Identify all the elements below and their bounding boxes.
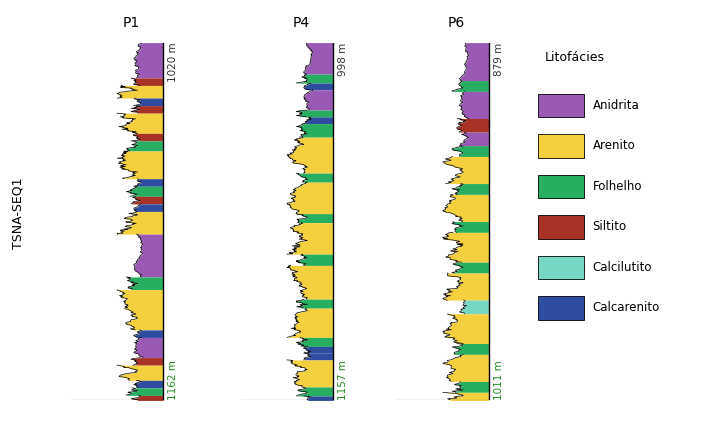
Text: 879 m: 879 m [493,43,503,76]
Text: Siltito: Siltito [593,220,627,233]
Text: 1020 m: 1020 m [168,43,178,82]
Text: Arenito: Arenito [593,139,635,153]
Text: 998 m: 998 m [338,43,348,76]
Text: 1011 m: 1011 m [493,361,503,400]
Text: Anidrita: Anidrita [593,99,639,112]
Text: Litofácies: Litofácies [545,51,605,64]
Text: Calcilutito: Calcilutito [593,261,652,274]
Text: TSNA-SEQ1: TSNA-SEQ1 [11,177,24,249]
Text: P4: P4 [292,16,309,30]
Text: Calcarenito: Calcarenito [593,301,660,314]
Text: Folhelho: Folhelho [593,180,642,193]
Text: 1157 m: 1157 m [338,360,348,400]
Text: P6: P6 [448,16,465,30]
Text: P1: P1 [122,16,139,30]
Text: 1162 m: 1162 m [168,360,178,400]
